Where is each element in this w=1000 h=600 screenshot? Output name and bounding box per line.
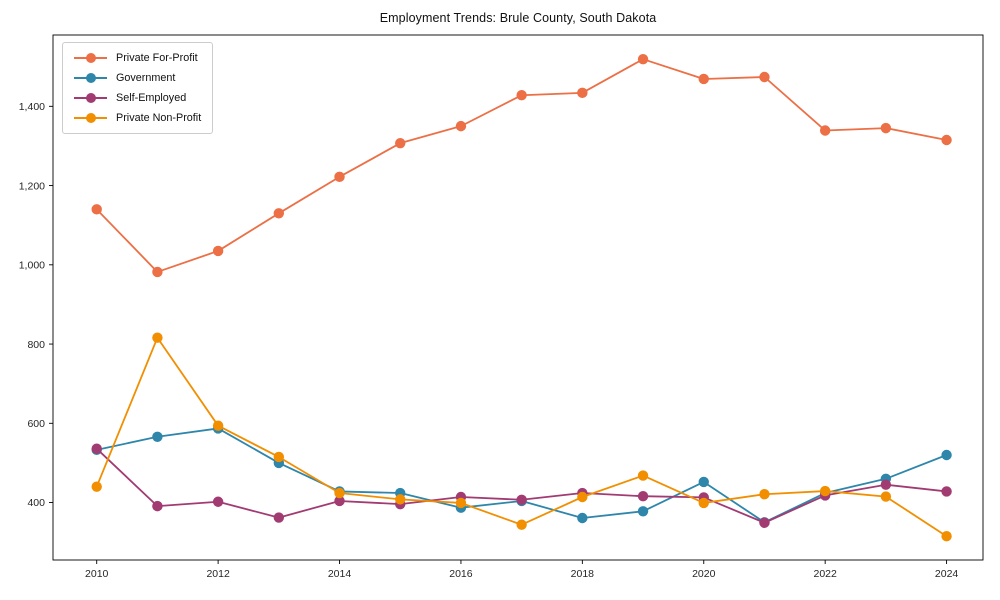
legend-label: Self-Employed [116, 92, 187, 104]
legend-line-marker-icon [74, 73, 107, 83]
data-point-private-non-profit-2019 [637, 470, 649, 481]
data-point-private-non-profit-2011 [152, 332, 163, 343]
data-point-self-employed-2017 [516, 494, 527, 505]
data-point-private-for-profit-2020 [698, 73, 709, 85]
data-point-private-for-profit-2011 [152, 266, 163, 278]
data-point-private-for-profit-2023 [880, 122, 892, 134]
legend-line-marker-icon [74, 113, 107, 123]
data-point-private-non-profit-2020 [698, 497, 709, 509]
data-point-private-for-profit-2024 [941, 134, 952, 146]
legend-item-self-employed: Self-Employed [65, 88, 210, 108]
y-tick-label: 400 [27, 497, 45, 509]
x-tick-label: 2018 [571, 568, 595, 580]
data-point-self-employed-2011 [152, 500, 163, 512]
series-line-private-non-profit [95, 336, 948, 538]
data-point-private-for-profit-2014 [334, 171, 345, 183]
data-point-private-non-profit-2016 [455, 497, 467, 509]
chart-title: Employment Trends: Brule County, South D… [379, 11, 657, 25]
data-point-self-employed-2019 [637, 491, 649, 502]
legend-item-private-for-profit: Private For-Profit [65, 48, 210, 68]
series-line-government [95, 427, 948, 524]
data-point-private-for-profit-2018 [577, 87, 588, 99]
data-point-private-for-profit-2016 [455, 120, 467, 132]
legend-label: Private For-Profit [116, 52, 198, 64]
data-point-private-non-profit-2021 [759, 489, 770, 500]
y-tick-label: 1,400 [19, 101, 45, 113]
legend-dot-icon [85, 93, 96, 103]
x-tick-label: 2020 [692, 568, 716, 580]
legend-dot-icon [85, 73, 96, 83]
data-point-government-2019 [637, 506, 649, 517]
data-point-self-employed-2010 [91, 443, 102, 454]
x-tick-label: 2010 [85, 568, 109, 580]
data-point-self-employed-2023 [880, 479, 892, 490]
x-tick-label: 2012 [206, 568, 230, 580]
y-tick-label: 800 [27, 339, 45, 351]
data-point-self-employed-2024 [941, 486, 952, 497]
data-point-self-employed-2014 [334, 495, 345, 507]
data-point-self-employed-2012 [212, 496, 224, 507]
data-point-government-2020 [698, 476, 709, 488]
data-point-private-for-profit-2015 [395, 137, 406, 149]
x-tick-label: 2022 [813, 568, 837, 580]
series-line-self-employed [95, 447, 948, 524]
y-tick-label: 600 [27, 418, 45, 430]
data-point-private-non-profit-2024 [941, 531, 952, 542]
data-point-private-non-profit-2017 [516, 519, 527, 530]
data-point-private-non-profit-2022 [819, 485, 831, 497]
legend-dot-icon [85, 53, 96, 63]
data-point-private-for-profit-2012 [212, 245, 224, 257]
data-point-private-for-profit-2017 [516, 90, 527, 101]
x-tick-label: 2024 [935, 568, 959, 580]
legend-dot-icon [85, 113, 96, 123]
legend: Private For-Profit Government Self-Emplo… [62, 42, 214, 134]
legend-item-government: Government [65, 68, 210, 88]
data-point-private-for-profit-2019 [637, 53, 649, 65]
axes-frame [52, 34, 984, 561]
y-tick-label: 1,200 [19, 180, 45, 192]
data-point-self-employed-2013 [273, 512, 285, 523]
data-point-government-2011 [152, 431, 163, 442]
legend-label: Private Non-Profit [116, 112, 202, 124]
y-tick-label: 1,000 [19, 260, 45, 272]
data-point-private-non-profit-2010 [91, 481, 102, 492]
legend-label: Government [116, 72, 176, 84]
data-point-private-for-profit-2013 [273, 208, 285, 219]
x-tick-label: 2016 [449, 568, 473, 580]
data-point-private-non-profit-2015 [395, 494, 406, 505]
data-point-private-non-profit-2023 [880, 491, 892, 502]
data-point-private-non-profit-2013 [273, 451, 285, 463]
data-point-private-non-profit-2014 [334, 487, 345, 499]
data-point-government-2018 [577, 512, 588, 524]
data-point-private-non-profit-2012 [212, 420, 224, 431]
legend-line-marker-icon [74, 53, 107, 63]
data-point-private-for-profit-2022 [819, 125, 831, 136]
data-point-private-for-profit-2010 [91, 204, 102, 215]
legend-line-marker-icon [74, 93, 107, 103]
data-point-private-for-profit-2021 [759, 71, 770, 83]
legend-item-private-non-profit: Private Non-Profit [65, 108, 210, 128]
data-point-government-2024 [941, 449, 952, 461]
data-point-private-non-profit-2018 [577, 491, 588, 503]
data-point-self-employed-2021 [759, 517, 770, 528]
x-tick-label: 2014 [328, 568, 352, 580]
